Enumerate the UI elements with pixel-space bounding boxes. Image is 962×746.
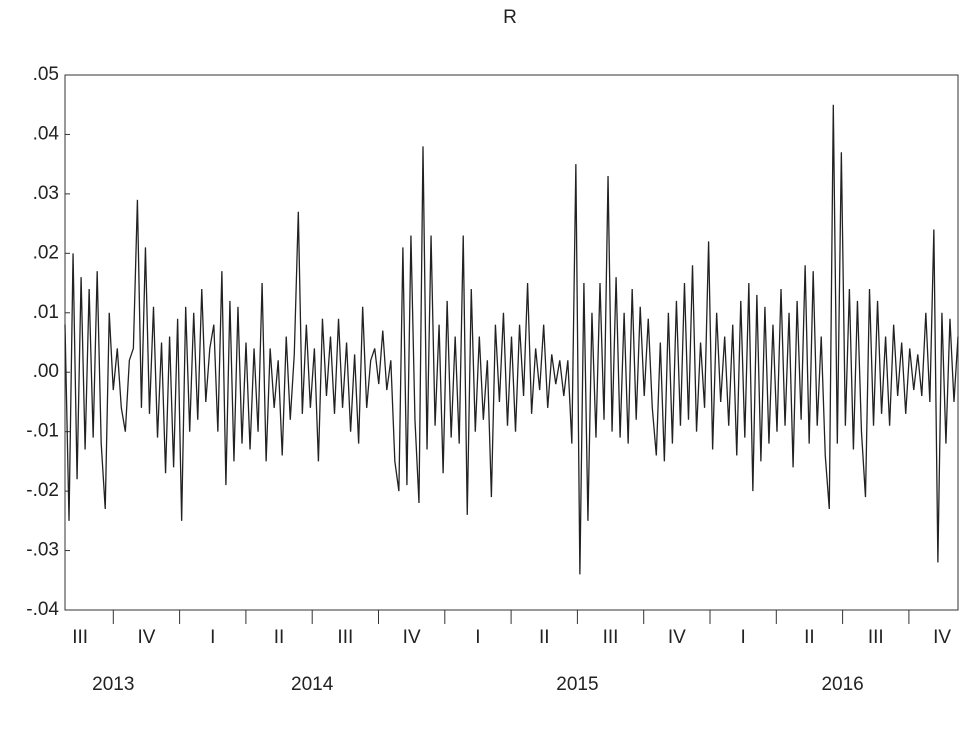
- x-quarter-label: II: [539, 627, 550, 648]
- y-tick-label: .03: [33, 183, 59, 204]
- x-quarter-label: I: [210, 627, 215, 648]
- x-quarter-label: IV: [933, 627, 951, 648]
- x-quarter-label: IV: [137, 627, 155, 648]
- x-quarter-label: II: [804, 627, 815, 648]
- x-quarter-label: III: [337, 627, 353, 648]
- x-quarter-label: III: [868, 627, 884, 648]
- y-tick-label: .02: [33, 242, 59, 263]
- x-quarter-label: IV: [403, 627, 421, 648]
- y-tick-label: .01: [33, 302, 59, 323]
- chart-title: R: [503, 7, 517, 28]
- x-year-label: 2015: [556, 674, 598, 695]
- y-tick-label: -.03: [26, 540, 59, 561]
- x-year-label: 2014: [291, 674, 334, 695]
- x-quarter-label: III: [603, 627, 619, 648]
- y-tick-label: .05: [33, 64, 59, 85]
- y-tick-label: -.01: [26, 421, 59, 442]
- y-tick-label: .00: [33, 361, 59, 382]
- x-quarter-label: I: [741, 627, 746, 648]
- x-year-label: 2016: [821, 674, 863, 695]
- y-tick-label: -.04: [26, 599, 59, 620]
- y-tick-label: .04: [33, 123, 60, 144]
- x-quarter-label: I: [475, 627, 480, 648]
- x-quarter-label: III: [72, 627, 88, 648]
- y-tick-label: -.02: [26, 480, 59, 501]
- x-quarter-label: IV: [668, 627, 686, 648]
- x-quarter-label: II: [274, 627, 285, 648]
- x-year-label: 2013: [92, 674, 134, 695]
- series-line: [64, 104, 959, 575]
